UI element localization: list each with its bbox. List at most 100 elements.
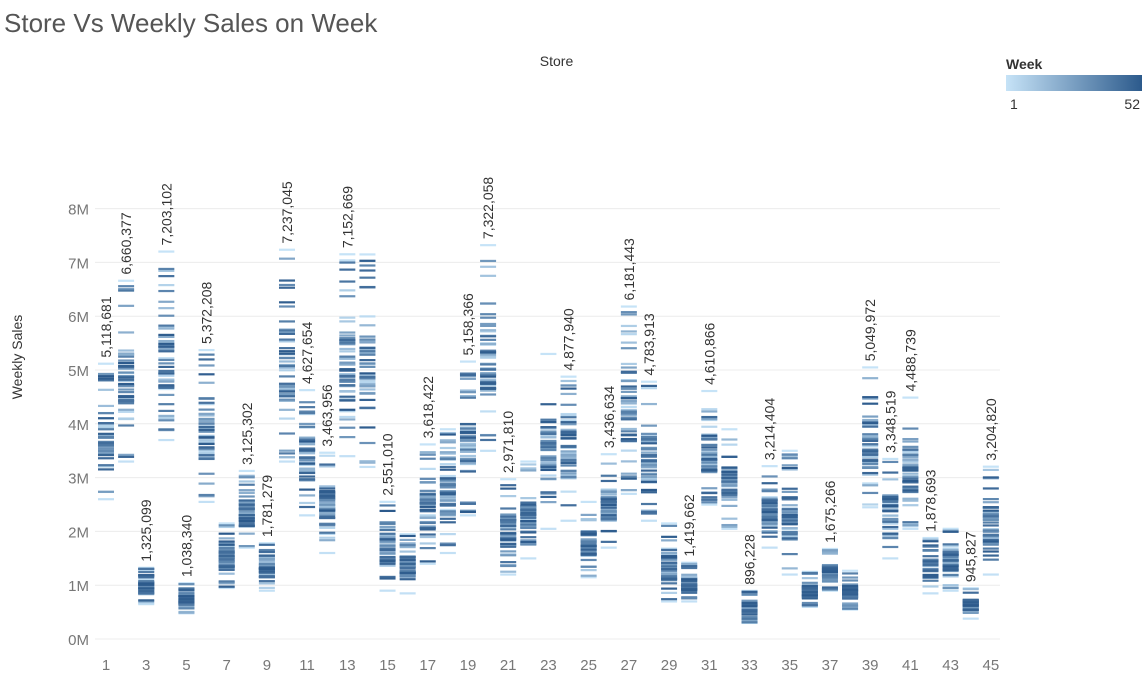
sales-dash [942, 529, 959, 532]
max-sales-label: 3,214,404 [762, 398, 778, 460]
sales-dash [741, 593, 758, 596]
sales-dash [721, 488, 738, 491]
sales-dash [379, 552, 396, 555]
sales-dash [379, 559, 396, 563]
sales-dash [982, 524, 999, 527]
sales-dash [218, 524, 235, 527]
sales-dash [359, 406, 376, 409]
sales-dash [701, 438, 718, 441]
sales-dash [640, 442, 657, 445]
sales-dash [480, 449, 497, 452]
sales-dash [962, 588, 979, 591]
sales-dash [821, 572, 838, 576]
sales-dash [339, 436, 356, 439]
color-legend: Week 1 52 [1006, 56, 1142, 112]
sales-dash [258, 557, 275, 561]
sales-dash [480, 387, 497, 390]
sales-dash [862, 397, 879, 400]
sales-dash [439, 474, 456, 478]
sales-dash [560, 434, 577, 437]
sales-dash [339, 280, 356, 283]
sales-dash [540, 461, 557, 464]
sales-dash [158, 365, 175, 368]
sales-dash [158, 275, 175, 278]
sales-dash [339, 395, 356, 398]
sales-dash [882, 522, 899, 525]
sales-dash [821, 549, 838, 552]
sales-dash [419, 493, 436, 496]
sales-dash [299, 461, 316, 464]
sales-dash [480, 330, 497, 333]
x-tick-label: 15 [379, 657, 396, 674]
sales-dash [640, 459, 657, 463]
sales-dash [942, 544, 959, 547]
sales-dash [118, 364, 135, 368]
sales-dash [480, 324, 497, 327]
sales-dash [701, 491, 718, 495]
sales-dash [218, 522, 235, 525]
sales-dash [842, 579, 859, 582]
sales-dash [399, 558, 416, 562]
sales-dash [158, 324, 175, 327]
sales-dash [661, 572, 678, 576]
sales-dash [640, 476, 657, 479]
sales-dash [278, 332, 295, 335]
sales-dash [238, 474, 255, 477]
sales-dash [902, 463, 919, 466]
sales-dash [158, 333, 175, 337]
sales-dash [278, 301, 295, 304]
sales-dash [922, 540, 939, 543]
sales-dash [761, 531, 778, 534]
sales-dash [359, 372, 376, 375]
sales-dash [359, 461, 376, 464]
sales-dash [580, 513, 597, 516]
sales-dash [721, 523, 738, 527]
sales-dash [781, 530, 798, 534]
sales-dash [419, 501, 436, 504]
sales-dash [701, 487, 718, 490]
sales-dash [459, 360, 476, 363]
sales-dash [118, 391, 135, 394]
sales-dash [118, 455, 135, 458]
sales-dash [439, 542, 456, 545]
sales-dash [238, 491, 255, 495]
sales-dash [459, 377, 476, 380]
sales-dash [560, 475, 577, 479]
sales-dash [419, 467, 436, 470]
sales-dash [419, 533, 436, 536]
sales-dash [902, 487, 919, 490]
sales-dash [560, 419, 577, 422]
sales-dash [862, 455, 879, 459]
sales-dash [781, 573, 798, 576]
sales-dash [922, 536, 939, 540]
sales-dash [359, 460, 376, 463]
sales-dash [821, 570, 838, 573]
sales-dash [620, 416, 637, 419]
sales-dash [299, 488, 316, 491]
sales-dash [439, 477, 456, 480]
sales-dash [198, 472, 215, 475]
sales-dash [902, 490, 919, 494]
sales-dash [922, 565, 939, 568]
sales-dash [661, 524, 678, 527]
sales-dash [158, 419, 175, 422]
sales-dash [640, 447, 657, 450]
sales-dash [359, 378, 376, 381]
sales-dash [98, 422, 114, 425]
sales-dash [842, 588, 859, 591]
sales-dash [620, 472, 637, 475]
sales-dash [540, 527, 557, 530]
sales-dash [118, 453, 135, 456]
sales-dash [419, 505, 436, 508]
sales-dash [480, 354, 497, 358]
sales-dash [741, 592, 758, 595]
sales-dash [701, 461, 718, 464]
sales-dash [761, 497, 778, 500]
sales-dash [339, 338, 356, 341]
sales-dash [862, 482, 879, 485]
sales-dash [319, 505, 336, 508]
sales-dash [701, 468, 718, 472]
sales-dash [399, 578, 416, 581]
sales-dash [439, 484, 456, 487]
sales-dash [640, 384, 657, 387]
